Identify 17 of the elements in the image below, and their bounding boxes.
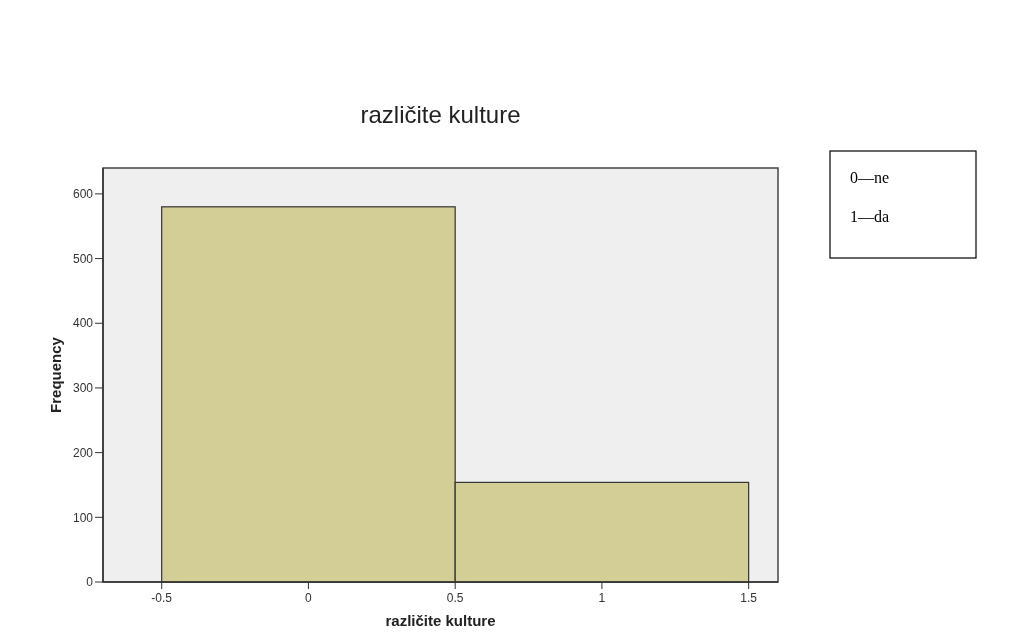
y-tick-label: 500 <box>72 251 94 266</box>
x-tick-label: 1 <box>598 591 606 605</box>
x-tick-label: 0 <box>305 591 313 605</box>
text: 1—da <box>850 208 890 225</box>
y-tick-label: 0 <box>86 575 94 590</box>
y-axis-title: Frequency <box>47 336 64 413</box>
x-tick-label: 1.5 <box>740 591 758 605</box>
y-tick-label: 300 <box>72 381 94 396</box>
text: 0—ne <box>850 169 890 186</box>
x-axis-title: različite kulture <box>385 612 496 629</box>
y-tick-label: 600 <box>72 187 94 202</box>
y-tick-label: 100 <box>72 510 94 525</box>
y-tick-label: 400 <box>72 316 94 331</box>
chart-title: različite kulture <box>360 101 521 128</box>
x-tick-label: -0.5 <box>151 591 173 605</box>
y-tick-label: 200 <box>72 445 94 460</box>
x-tick-label: 0.5 <box>446 591 464 605</box>
